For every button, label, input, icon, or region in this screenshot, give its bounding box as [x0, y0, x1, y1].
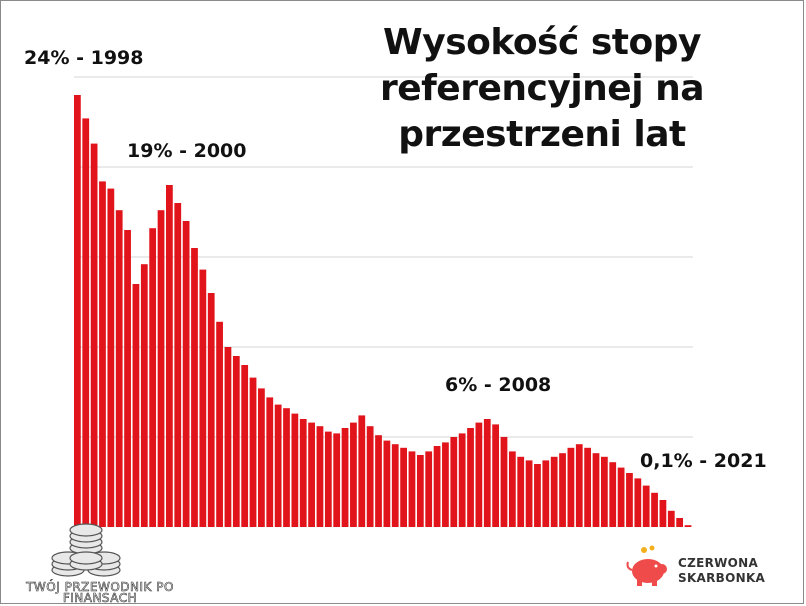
- bar-31: [333, 433, 341, 527]
- bar-23: [266, 397, 274, 527]
- bar-21: [249, 377, 257, 527]
- bar-27: [299, 419, 307, 527]
- bar-61: [584, 447, 592, 527]
- bar-71: [667, 510, 675, 527]
- bar-32: [341, 428, 349, 527]
- bar-52: [508, 451, 516, 527]
- bar-37: [383, 440, 391, 527]
- bar-45: [450, 437, 458, 527]
- bar-68: [642, 485, 650, 527]
- annotation-3: 0,1% - 2021: [640, 450, 767, 472]
- bar-33: [350, 422, 357, 527]
- watermark-text: TWÓJ PRZEWODNIK PO FINANSACH: [2, 580, 198, 605]
- bar-47: [467, 428, 474, 527]
- title-line-2: referencyjnej na: [379, 68, 705, 109]
- bar-4: [107, 188, 115, 527]
- piggy-bank-icon: [626, 545, 667, 586]
- bar-5: [115, 210, 123, 527]
- watermark: TWÓJ PRZEWODNIK PO FINANSACH: [0, 520, 200, 604]
- bar-65: [617, 467, 625, 527]
- bar-51: [500, 437, 508, 527]
- bar-24: [274, 404, 282, 527]
- bars: [74, 95, 692, 528]
- bar-43: [433, 446, 441, 527]
- bar-59: [567, 447, 575, 527]
- watermark-line-2: FINANSACH: [62, 591, 138, 605]
- watermark-line-1: TWÓJ PRZEWODNIK PO: [26, 580, 174, 594]
- bar-49: [483, 419, 491, 527]
- bar-10: [157, 210, 165, 527]
- bar-50: [492, 424, 499, 527]
- bar-44: [442, 442, 449, 527]
- bar-14: [191, 248, 198, 527]
- bar-53: [517, 456, 525, 527]
- bar-29: [316, 426, 324, 527]
- bar-1: [82, 118, 90, 528]
- bar-20: [241, 365, 249, 527]
- bar-19: [232, 356, 240, 527]
- bar-25: [283, 408, 290, 527]
- bar-36: [375, 435, 382, 527]
- bar-69: [651, 492, 658, 527]
- bar-0: [74, 95, 81, 527]
- bar-57: [550, 456, 558, 527]
- bar-55: [534, 464, 541, 527]
- coin-stack-icon: [51, 523, 121, 577]
- bar-38: [391, 444, 399, 527]
- annotation-0: 24% - 1998: [24, 47, 143, 69]
- bar-7: [132, 284, 140, 527]
- annotations: 24% - 1998 19% - 2000 6% - 2008 0,1% - 2021: [24, 47, 767, 472]
- bar-22: [258, 388, 265, 527]
- bar-11: [166, 185, 173, 527]
- brand-logo: CZERWONA SKARBONKA: [622, 542, 772, 592]
- bar-18: [224, 347, 232, 527]
- bar-56: [542, 460, 550, 527]
- bar-17: [216, 321, 223, 527]
- brand-line-1: CZERWONA: [678, 556, 759, 570]
- bar-63: [600, 456, 608, 527]
- annotation-2: 6% - 2008: [445, 374, 551, 396]
- bar-34: [358, 415, 366, 527]
- bar-66: [626, 473, 633, 527]
- bar-2: [90, 143, 98, 527]
- bar-8: [140, 264, 148, 527]
- bar-64: [609, 462, 617, 527]
- title-line-1: Wysokość stopy: [383, 22, 701, 63]
- bar-26: [291, 413, 299, 527]
- bar-9: [149, 228, 157, 527]
- bar-40: [408, 451, 416, 527]
- bar-13: [182, 221, 190, 527]
- bar-28: [308, 422, 315, 527]
- bar-12: [174, 203, 182, 527]
- bar-15: [199, 269, 207, 527]
- bar-72: [676, 518, 684, 527]
- bar-48: [475, 422, 483, 527]
- annotation-1: 19% - 2000: [127, 140, 246, 162]
- bar-58: [559, 453, 566, 527]
- bar-41: [416, 455, 424, 527]
- title-line-3: przestrzeni lat: [398, 114, 686, 155]
- bar-30: [324, 431, 332, 527]
- bar-67: [634, 478, 642, 527]
- bar-42: [425, 451, 433, 527]
- bar-60: [575, 444, 583, 527]
- bar-6: [124, 230, 131, 527]
- bar-62: [592, 453, 600, 527]
- bar-35: [366, 426, 374, 527]
- bar-39: [400, 447, 407, 527]
- bar-16: [207, 293, 215, 527]
- bar-3: [99, 181, 106, 527]
- brand-name: CZERWONA SKARBONKA: [678, 556, 765, 586]
- brand-line-2: SKARBONKA: [678, 571, 766, 585]
- bar-70: [659, 500, 667, 527]
- chart-title: Wysokość stopy referencyjnej na przestrz…: [372, 20, 712, 158]
- bar-73: [684, 525, 692, 527]
- bar-54: [525, 460, 533, 527]
- bar-46: [458, 433, 466, 527]
